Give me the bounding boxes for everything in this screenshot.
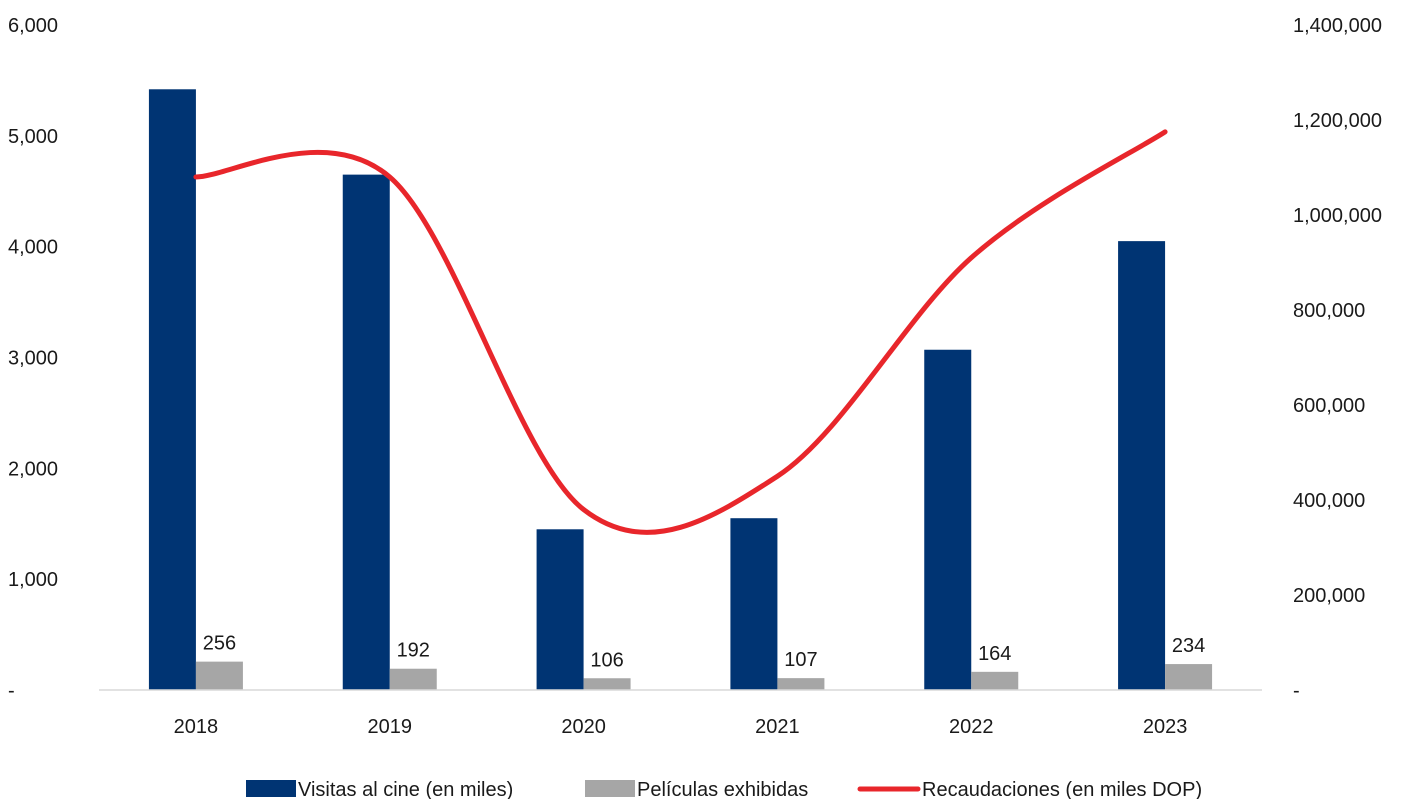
data-label: 256	[203, 633, 236, 655]
legend-label: Recaudaciones (en miles DOP)	[922, 779, 1202, 799]
right-axis-tick-label: 1,200,000	[1293, 110, 1382, 132]
bars-layer	[148, 89, 1213, 691]
right-axis-tick-label: 400,000	[1293, 490, 1365, 512]
left-axis-tick-label: 3,000	[8, 348, 58, 370]
x-axis-tick-label: 2023	[1143, 716, 1188, 738]
left-axis-tick-label: 6,000	[8, 15, 58, 37]
left-axis-tick-label: 2,000	[8, 458, 58, 480]
bar-visitas	[148, 89, 196, 691]
right-axis-tick-label: 1,400,000	[1293, 15, 1382, 37]
data-labels-layer: 256 192 106 107 164 234	[203, 633, 1206, 672]
x-axis-tick-label: 2021	[755, 716, 800, 738]
legend: Visitas al cine (en miles) Películas exhi…	[246, 779, 1202, 801]
left-axis-tick-label: 1,000	[8, 569, 58, 591]
bar-peliculas	[583, 678, 631, 690]
right-axis-tick-labels: - 200,000 400,000 600,000 800,000 1,000,000 1,…	[1293, 15, 1382, 702]
legend-swatch	[585, 780, 635, 797]
x-axis-tick-label: 2020	[561, 716, 606, 738]
data-label: 106	[590, 649, 623, 671]
bar-visitas	[342, 174, 390, 690]
bar-peliculas	[971, 671, 1019, 690]
bar-peliculas	[389, 668, 437, 690]
left-axis-tick-label: 5,000	[8, 126, 58, 148]
legend-label: Películas exhibidas	[637, 779, 808, 799]
bar-peliculas	[195, 661, 243, 690]
bar-visitas	[730, 518, 778, 690]
data-label: 107	[784, 649, 817, 671]
line-recaudaciones	[193, 129, 1168, 535]
line-layer	[193, 129, 1168, 535]
right-axis-tick-label: 1,000,000	[1293, 205, 1382, 227]
right-axis-tick-label: -	[1293, 680, 1300, 702]
right-axis-tick-label: 800,000	[1293, 300, 1365, 322]
left-axis-tick-label: -	[8, 680, 15, 702]
right-axis-tick-label: 200,000	[1293, 585, 1365, 607]
x-axis-tick-label: 2022	[949, 716, 994, 738]
bar-visitas	[536, 529, 584, 690]
bar-visitas	[1118, 241, 1166, 690]
data-label: 164	[978, 643, 1011, 665]
x-axis-tick-labels: 2018 2019 2020 2021 2022 2023	[174, 716, 1188, 738]
data-label: 192	[397, 640, 430, 662]
legend-swatch	[246, 780, 296, 797]
left-axis-tick-label: 4,000	[8, 237, 58, 259]
bar-peliculas	[777, 678, 825, 690]
left-axis-tick-labels: - 1,000 2,000 3,000 4,000 5,000 6,000	[8, 15, 58, 702]
legend-label: Visitas al cine (en miles)	[298, 779, 513, 799]
x-axis-tick-label: 2019	[368, 716, 413, 738]
data-label: 234	[1172, 635, 1205, 657]
x-axis-tick-label: 2018	[174, 716, 219, 738]
right-axis-tick-label: 600,000	[1293, 395, 1365, 417]
bar-visitas	[924, 349, 972, 690]
bar-peliculas	[1165, 664, 1213, 690]
